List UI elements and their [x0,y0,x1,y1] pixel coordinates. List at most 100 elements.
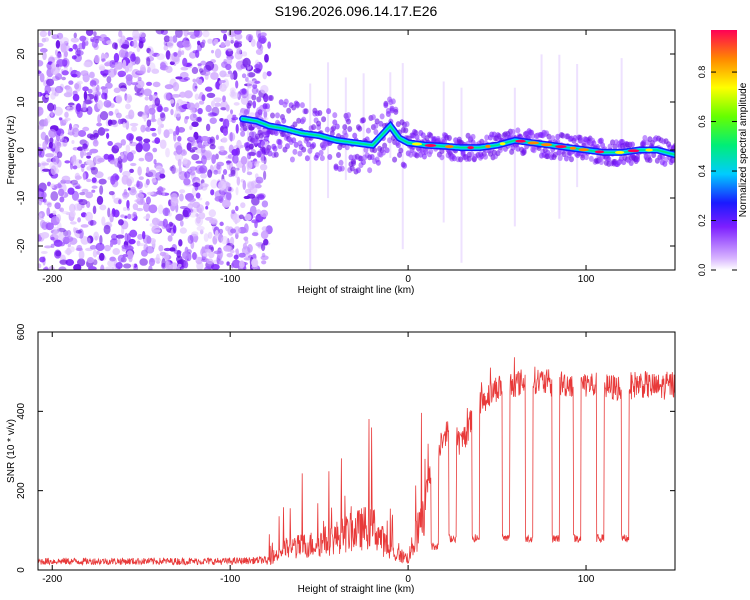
spectrogram-hot-spot [527,141,540,145]
spectrogram-noise-blob [190,240,195,250]
spectrogram-noise-blob [80,149,84,159]
spectrogram-noise-blob [209,112,218,116]
spectrogram-noise-blob [83,61,92,68]
spectrogram-noise-blob [229,249,235,254]
spectrogram-noise-blob [55,39,61,49]
spectrogram-noise-blob [197,107,203,115]
spectrogram-noise-blob [95,242,105,252]
spectrogram-noise-blob [205,123,211,132]
spectrogram-xtick-label: 100 [578,274,595,285]
spectrogram-noise-blob [122,207,128,212]
spectrogram-noise-blob [227,30,237,37]
spectrogram-noise-blob [113,87,121,94]
spectrogram-ridge-halo [470,139,476,146]
spectrogram-noise-blob [227,186,232,192]
spectrogram-ridge-halo [382,142,388,149]
spectrogram-ridge-halo [303,108,309,115]
spectrogram-noise-blob [99,66,106,72]
spectrogram-noise-blob [153,159,157,165]
spectrogram-noise-blob [86,106,93,115]
spectrogram-ridge-halo [301,146,307,153]
spectrogram-hot-spot [569,146,577,150]
spectrogram-noise-blob [210,100,216,107]
spectrogram-noise-blob [165,147,170,158]
spectrogram-noise-blob [213,250,222,255]
spectrogram-noise-blob [50,165,57,176]
spectrogram-noise-blob [187,31,196,36]
spectrogram-noise-blob [173,51,178,57]
spectrogram-noise-blob [41,168,51,172]
spectrogram-noise-blob [86,133,94,139]
spectrogram-ridge-halo [402,162,408,169]
spectrogram-noise-blob [72,165,78,170]
spectrogram-noise-blob [175,125,180,136]
spectrogram-noise-blob [127,187,131,191]
spectrogram-noise-blob [40,250,48,254]
spectrogram-noise-blob [82,172,86,181]
spectrogram-noise-blob [167,128,174,135]
spectrogram-noise-blob [163,106,169,112]
spectrogram-noise-blob [210,263,220,270]
spectrogram-noise-blob [218,80,222,84]
spectrogram-hot-spot [424,143,437,147]
spectrogram-noise-blob [209,117,217,125]
spectrogram-ridge-halo [326,108,332,115]
spectrogram-noise-blob [52,226,60,231]
spectrogram-noise-blob [39,219,46,229]
spectrogram-noise-blob [245,76,249,82]
spectrogram-noise-blob [241,51,248,57]
spectrogram-noise-blob [53,106,63,116]
colorbar-tick-label: 0.6 [697,115,707,128]
spectrogram-noise-blob [48,141,53,149]
spectrogram-noise-blob [72,43,78,50]
spectrogram-noise-blob [117,238,121,246]
spectrogram-ridge-halo [260,139,266,146]
spectrogram-noise-blob [157,105,164,113]
spectrogram-noise-blob [105,266,115,270]
spectrogram-noise-blob [214,48,222,59]
spectrogram-noise-blob [234,33,243,41]
spectrogram-noise-blob [199,229,204,235]
spectrogram-noise-blob [229,236,235,246]
spectrogram-ridge-halo [672,143,675,150]
spectrogram-ridge-halo [256,96,262,103]
spectrogram-noise-blob [202,182,206,187]
spectrogram-hot-spot [515,139,526,143]
spectrogram-noise-blob [246,171,253,176]
spectrogram-noise-blob [91,189,96,193]
spectrogram-noise-blob [128,255,133,263]
spectrogram-y-label: Frequency (Hz) [6,116,17,185]
spectrogram-noise-blob [46,78,55,87]
spectrogram-noise-blob [102,128,110,132]
spectrogram-noise-blob [177,135,182,142]
spectrogram-noise-blob [64,235,74,243]
spectrogram-noise-blob [132,39,138,49]
spectrogram-noise-blob [206,258,214,265]
spectrogram-noise-blob [183,30,189,37]
spectrogram-noise-blob [200,173,208,179]
spectrogram-noise-blob [50,66,60,75]
spectrogram-noise-blob [83,150,87,156]
spectrogram-noise-blob [241,73,247,79]
snr-ytick-label: 200 [16,482,27,499]
spectrogram-noise-blob [168,212,172,217]
spectrogram-noise-blob [114,174,120,181]
spectrogram-noise-blob [85,30,94,36]
spectrogram-noise-blob [93,95,98,101]
spectrogram-y-ticks: -20 -10 0 10 20 [16,48,675,253]
spectrogram-noise-blob [132,211,137,218]
spectrogram-ridge-halo [628,160,634,167]
spectrogram-noise-blob [40,231,50,239]
spectrogram-noise-blob [195,49,200,58]
spectrogram-noise-blob [87,88,93,94]
spectrogram-noise-blob [192,82,198,92]
spectrogram-noise-blob [42,51,47,61]
spectrogram-noise-blob [158,244,164,252]
spectrogram-hot-spot [499,142,506,146]
spectrogram-hot-spot [444,145,454,149]
spectrogram-noise-blob [105,82,113,89]
spectrogram-ridge-halo [497,146,503,153]
spectrogram-noise-blob [155,253,160,262]
spectrogram-noise-blob [55,250,62,257]
